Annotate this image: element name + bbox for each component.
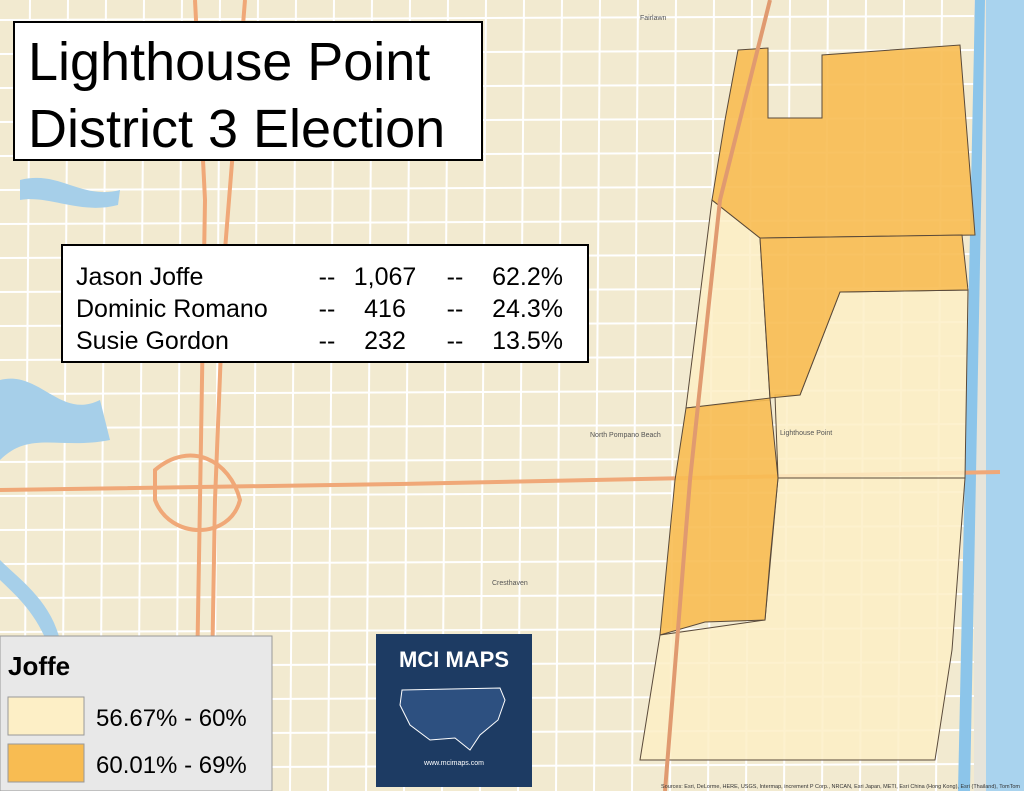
logo-url: www.mcimaps.com bbox=[423, 760, 484, 767]
legend-label: 56.67% - 60% bbox=[96, 705, 247, 732]
title: District 3 Election bbox=[28, 99, 445, 159]
place-label: North Pompano Beach bbox=[590, 432, 661, 439]
results-box: Jason Joffe -- 1,067 -- 62.2% Dominic Romano -… bbox=[61, 244, 589, 363]
title: Lighthouse Point bbox=[28, 32, 430, 92]
street bbox=[631, 0, 639, 791]
result-cell: 62.2% bbox=[492, 263, 563, 291]
place-label: Cresthaven bbox=[492, 580, 528, 587]
waterway bbox=[0, 378, 110, 460]
districts bbox=[639, 44, 976, 761]
logo: MCI MAPS www.mcimaps.com bbox=[376, 634, 532, 787]
result-cell: 416 bbox=[364, 295, 406, 323]
result-cell: Jason Joffe bbox=[76, 263, 203, 291]
waterway bbox=[20, 177, 120, 208]
legend-swatch bbox=[7, 743, 85, 783]
result-cell: 24.3% bbox=[492, 295, 563, 323]
result-cell: -- bbox=[447, 295, 464, 323]
result-cell: -- bbox=[319, 295, 336, 323]
legend-title: Joffe bbox=[8, 651, 70, 681]
legend-swatch bbox=[7, 696, 85, 736]
result-cell: Susie Gordon bbox=[76, 327, 229, 355]
logo-name: MCI MAPS bbox=[399, 647, 509, 672]
result-cell: -- bbox=[319, 327, 336, 355]
attribution: Sources: Esri, DeLorme, HERE, USGS, Inte… bbox=[661, 784, 1020, 790]
logo-usa bbox=[399, 687, 506, 751]
place-label: Lighthouse Point bbox=[780, 430, 832, 437]
street bbox=[593, 0, 601, 791]
result-cell: Dominic Romano bbox=[76, 295, 268, 323]
result-cell: 13.5% bbox=[492, 327, 563, 355]
result-cell: 232 bbox=[364, 327, 406, 355]
street bbox=[555, 0, 563, 791]
result-cell: -- bbox=[319, 263, 336, 291]
highway bbox=[663, 0, 772, 791]
waterway bbox=[0, 560, 60, 645]
ocean bbox=[985, 0, 1024, 791]
district-dark bbox=[711, 44, 976, 239]
street bbox=[0, 15, 981, 21]
results-background bbox=[61, 244, 589, 363]
legend: Joffe 56.67% - 60% 60.01% - 69% bbox=[0, 635, 273, 791]
title-box: Lighthouse Point District 3 Election bbox=[13, 21, 483, 161]
result-cell: -- bbox=[447, 327, 464, 355]
legend-label: 60.01% - 69% bbox=[96, 752, 247, 779]
result-cell: 1,067 bbox=[354, 263, 417, 291]
title-background bbox=[13, 21, 483, 161]
interchange bbox=[153, 453, 243, 532]
result-cell: -- bbox=[447, 263, 464, 291]
intracoastal bbox=[958, 0, 985, 791]
place-label: Fairlawn bbox=[640, 15, 667, 22]
district-light bbox=[639, 477, 966, 761]
district-dark bbox=[659, 397, 779, 636]
